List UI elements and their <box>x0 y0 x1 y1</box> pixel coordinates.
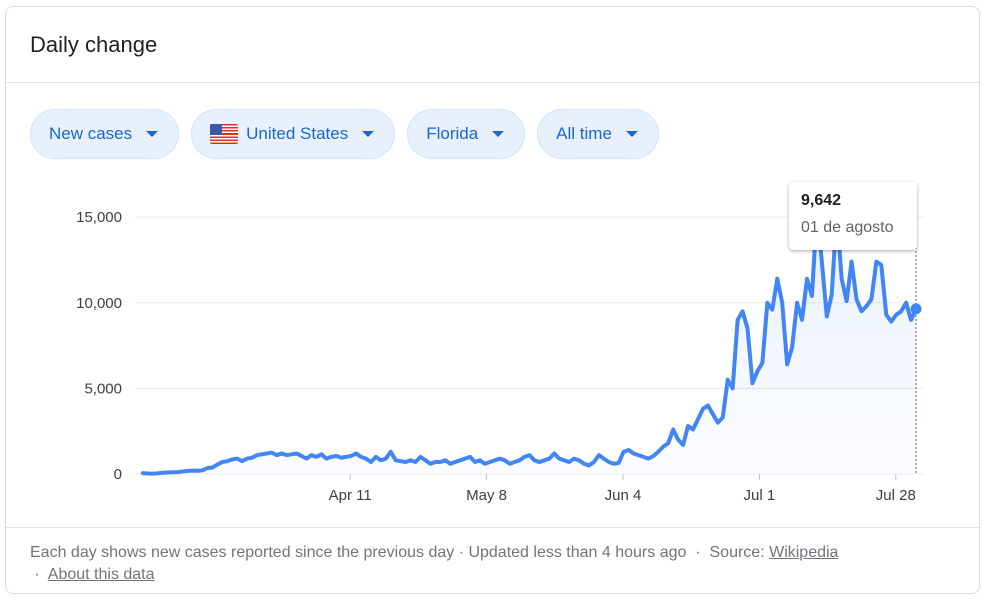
chart-tooltip: 9,642 01 de agosto <box>789 182 917 250</box>
y-tick-label: 0 <box>114 466 122 483</box>
tooltip-date: 01 de agosto <box>801 219 894 236</box>
metric-dropdown[interactable]: New cases <box>30 109 180 159</box>
series-area <box>143 211 916 475</box>
us-flag-icon <box>210 124 239 144</box>
metric-dropdown-label: New cases <box>49 124 133 143</box>
country-dropdown-label: United States <box>246 124 349 143</box>
x-tick-label: Apr 11 <box>329 487 372 504</box>
caret-down-icon <box>362 131 375 137</box>
y-tick-label: 10,000 <box>76 295 122 312</box>
region-dropdown-label: Florida <box>426 124 479 143</box>
about-data-link[interactable]: About this data <box>47 566 155 583</box>
daily-change-chart[interactable]: 0 5,000 10,000 15,000 Apr 11 May 8 Jun 4 Jul 1 J… <box>6 177 981 517</box>
card-header: Daily change <box>6 7 979 83</box>
x-tick-label: Jul 28 <box>876 487 916 504</box>
caret-down-icon <box>625 131 638 137</box>
source-label: Source: <box>709 544 765 561</box>
x-tick-label: Jun 4 <box>605 487 642 504</box>
caret-down-icon <box>146 131 159 137</box>
series-line <box>141 209 918 476</box>
time-range-dropdown-label: All time <box>556 124 612 143</box>
tooltip-value: 9,642 <box>801 192 842 209</box>
country-dropdown[interactable]: United States <box>191 109 396 159</box>
data-point-marker[interactable] <box>910 303 922 315</box>
y-tick-label: 5,000 <box>84 380 122 397</box>
card-footer: Each day shows new cases reported since … <box>6 527 981 586</box>
time-range-dropdown[interactable]: All time <box>537 109 659 159</box>
card-title: Daily change <box>30 31 158 57</box>
filter-chips: New cases United States Florida All time <box>30 109 659 159</box>
daily-change-card: Daily change New cases United States Flo… <box>5 6 981 594</box>
source-link[interactable]: Wikipedia <box>769 544 839 561</box>
region-dropdown[interactable]: Florida <box>407 109 526 159</box>
x-tick-label: Jul 1 <box>744 487 776 504</box>
y-tick-label: 15,000 <box>76 209 122 226</box>
x-tick-label: May 8 <box>466 487 507 504</box>
caret-down-icon <box>492 131 505 137</box>
footer-note: Each day shows new cases reported since … <box>30 544 687 561</box>
